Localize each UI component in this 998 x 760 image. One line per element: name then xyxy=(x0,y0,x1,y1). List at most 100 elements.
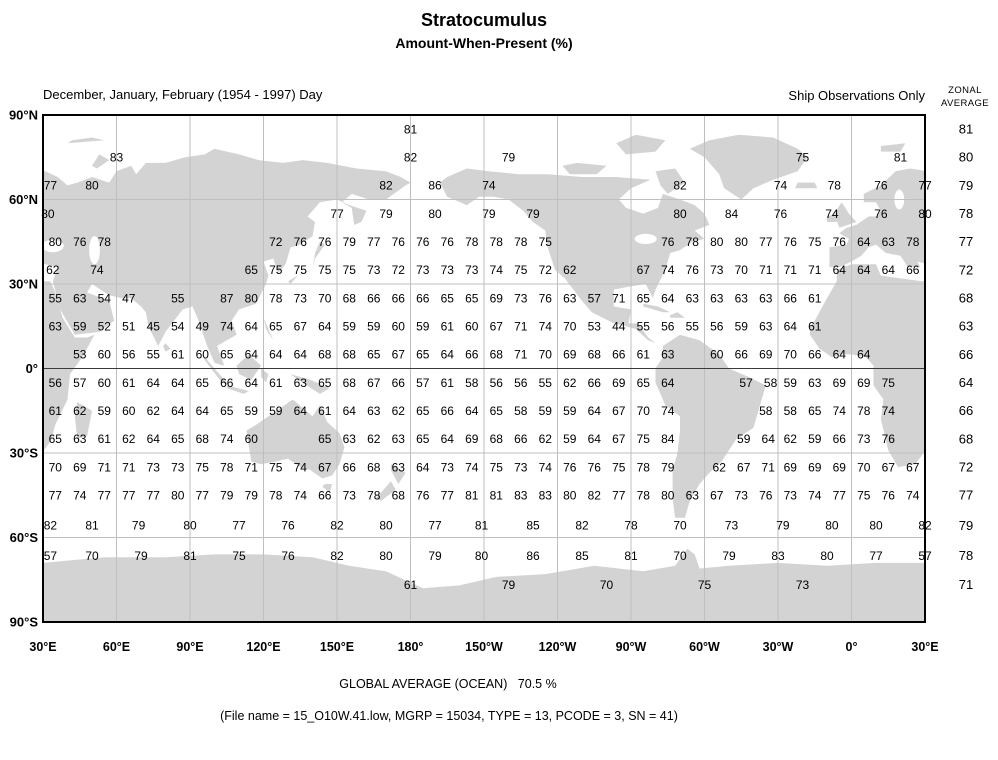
cell-value: 64 xyxy=(147,376,161,390)
cell-value: 68 xyxy=(490,348,504,362)
cell-value: 74 xyxy=(220,319,234,333)
cell-value: 53 xyxy=(73,348,87,362)
cell-value: 74 xyxy=(808,488,822,502)
lat-tick-label: 0° xyxy=(26,361,38,376)
zonal-average-value: 81 xyxy=(959,122,973,137)
cell-value: 85 xyxy=(575,549,589,563)
cell-value: 59 xyxy=(416,319,430,333)
lat-tick-label: 30°N xyxy=(9,277,38,292)
cell-value: 61 xyxy=(808,291,822,305)
cell-value: 73 xyxy=(784,488,798,502)
lat-tick-label: 90°S xyxy=(10,615,39,630)
cell-value: 49 xyxy=(196,319,210,333)
cell-value: 64 xyxy=(833,263,847,277)
map-border xyxy=(42,114,926,623)
cell-value: 65 xyxy=(245,263,259,277)
cell-value: 64 xyxy=(416,460,430,474)
cell-value: 59 xyxy=(245,404,259,418)
cell-value: 71 xyxy=(514,348,528,362)
longitude-axis: 30°E 60°E 90°E 120°E 150°E 180° 150°W 120°W 90°W… xyxy=(29,640,938,654)
cell-value: 63 xyxy=(73,291,87,305)
cell-value: 63 xyxy=(882,235,896,249)
cell-value: 59 xyxy=(737,432,751,446)
cell-value: 63 xyxy=(49,319,63,333)
cell-value: 63 xyxy=(759,291,773,305)
zonal-average-value: 68 xyxy=(959,431,973,446)
cell-value: 83 xyxy=(110,150,124,164)
cell-value: 80 xyxy=(710,235,724,249)
cell-value: 63 xyxy=(686,488,700,502)
cell-value: 63 xyxy=(808,376,822,390)
zonal-average-values: 81 80 79 78 77 72 68 63 66 64 66 68 72 77 79 78 71 xyxy=(959,122,973,593)
cell-value: 76 xyxy=(661,235,675,249)
cell-value: 74 xyxy=(90,263,104,277)
cell-value: 69 xyxy=(465,432,479,446)
cell-value: 55 xyxy=(147,348,161,362)
cell-value: 75 xyxy=(612,460,626,474)
lon-tick-label: 30°W xyxy=(763,640,794,654)
cell-value: 58 xyxy=(759,404,773,418)
cell-value: 71 xyxy=(759,263,773,277)
cell-value: 64 xyxy=(857,235,871,249)
cell-value: 60 xyxy=(122,404,136,418)
cell-value: 80 xyxy=(85,179,99,193)
cell-value: 80 xyxy=(49,235,63,249)
cell-value: 76 xyxy=(416,488,430,502)
cell-value: 73 xyxy=(514,291,528,305)
cell-value: 67 xyxy=(294,319,308,333)
grid-lines xyxy=(43,115,925,622)
cell-value: 59 xyxy=(563,404,577,418)
cell-value: 66 xyxy=(367,291,381,305)
cell-value: 70 xyxy=(49,460,63,474)
cell-value: 86 xyxy=(526,549,540,563)
cell-value: 55 xyxy=(539,376,553,390)
cell-value: 65 xyxy=(490,404,504,418)
cell-value: 76 xyxy=(281,549,295,563)
cell-value: 64 xyxy=(588,432,602,446)
cell-value: 73 xyxy=(725,519,739,533)
cell-value: 70 xyxy=(735,263,749,277)
cell-value: 64 xyxy=(318,319,332,333)
cell-value: 81 xyxy=(465,488,479,502)
cell-value: 65 xyxy=(49,432,63,446)
cell-value: 62 xyxy=(713,460,727,474)
cell-value: 74 xyxy=(465,460,479,474)
cell-value: 63 xyxy=(735,291,749,305)
zonal-header-line2: AVERAGE xyxy=(940,98,990,109)
cell-value: 64 xyxy=(171,404,185,418)
cell-value: 66 xyxy=(588,376,602,390)
cell-value: 52 xyxy=(98,319,112,333)
cell-value: 78 xyxy=(98,235,112,249)
cell-value: 79 xyxy=(134,549,148,563)
cell-value: 69 xyxy=(490,291,504,305)
cell-value: 69 xyxy=(833,460,847,474)
cell-value: 75 xyxy=(808,235,822,249)
cell-value: 80 xyxy=(825,519,839,533)
cell-value: 65 xyxy=(318,376,332,390)
cell-value: 73 xyxy=(514,460,528,474)
cell-value: 82 xyxy=(575,519,589,533)
cell-value: 83 xyxy=(539,488,553,502)
cell-value: 79 xyxy=(428,549,442,563)
cell-value: 78 xyxy=(637,488,651,502)
lon-tick-label: 90°W xyxy=(616,640,647,654)
cell-value: 63 xyxy=(392,460,406,474)
cell-value: 64 xyxy=(588,404,602,418)
cell-value: 78 xyxy=(686,235,700,249)
cell-value: 69 xyxy=(612,376,626,390)
cell-value: 64 xyxy=(833,348,847,362)
cell-value: 57 xyxy=(588,291,602,305)
cell-value: 55 xyxy=(171,291,185,305)
cell-value: 79 xyxy=(722,549,736,563)
cell-value: 78 xyxy=(906,235,920,249)
cell-value: 75 xyxy=(637,432,651,446)
cell-value: 73 xyxy=(465,263,479,277)
cell-value: 77 xyxy=(833,488,847,502)
cell-value: 70 xyxy=(539,348,553,362)
cell-value: 59 xyxy=(269,404,283,418)
cell-value: 65 xyxy=(367,348,381,362)
zonal-average-value: 78 xyxy=(959,548,973,563)
cell-value: 67 xyxy=(367,376,381,390)
cell-value: 62 xyxy=(784,432,798,446)
